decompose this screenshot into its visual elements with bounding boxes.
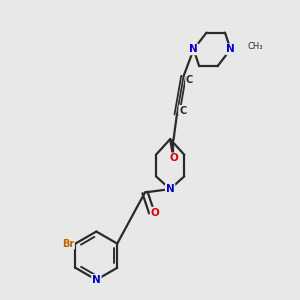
Text: C: C — [186, 75, 193, 85]
Text: N: N — [226, 44, 235, 54]
Text: Br: Br — [62, 238, 74, 249]
Text: N: N — [92, 275, 101, 285]
Text: O: O — [169, 153, 178, 164]
Text: O: O — [151, 208, 159, 218]
Text: N: N — [189, 44, 198, 54]
Text: N: N — [166, 184, 175, 194]
Text: C: C — [179, 106, 187, 116]
Text: CH₃: CH₃ — [247, 42, 263, 51]
